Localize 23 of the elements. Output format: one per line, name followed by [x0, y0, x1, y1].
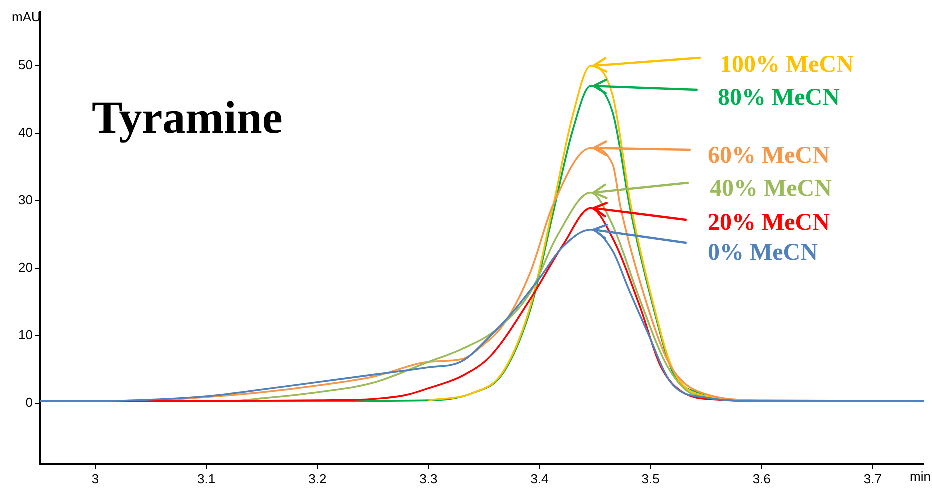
x-tick-label: 3.3 — [420, 471, 438, 486]
legend-label: 0% MeCN — [708, 240, 819, 266]
text: Tyramine — [92, 92, 283, 143]
x-tick-label: 3 — [92, 471, 100, 486]
y-axis-title: mAU — [12, 10, 41, 25]
y-tick-label: 20 — [18, 260, 33, 275]
legend-label: 60% MeCN — [708, 143, 831, 170]
legend-label: 100% MeCN — [720, 52, 855, 78]
y-tick-label: 10 — [18, 327, 33, 342]
x-axis-title: min — [910, 469, 931, 484]
legend-label: 40% MeCN — [710, 176, 833, 202]
y-tick-label: 50 — [18, 58, 33, 73]
x-tick-label: 3.5 — [642, 471, 660, 486]
y-tick-label: 0 — [26, 394, 33, 410]
legend-label: 20% MeCN — [708, 210, 831, 236]
x-tick-label: 3.4 — [530, 471, 549, 486]
x-tick-label: 3.7 — [864, 471, 882, 486]
x-tick-label: 3.1 — [198, 471, 216, 486]
y-tick-label: 30 — [18, 192, 33, 208]
y-tick-label: 40 — [18, 125, 33, 140]
x-tick-label: 3.6 — [752, 471, 771, 486]
x-tick-label: 3.2 — [308, 471, 327, 486]
legend-label: 80% MeCN — [718, 85, 841, 112]
